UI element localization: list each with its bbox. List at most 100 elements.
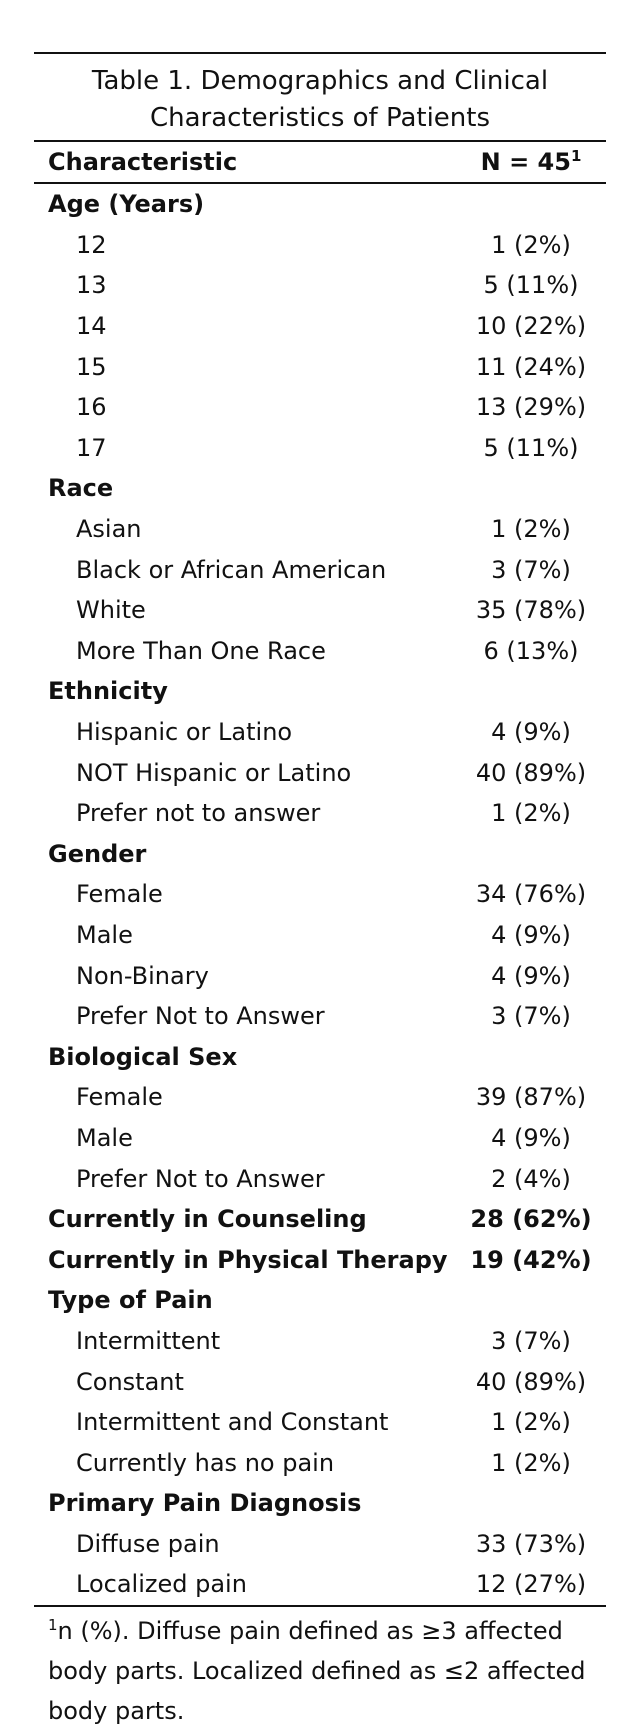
table-row: Male 4 (9%) — [34, 1118, 606, 1159]
table-group-row: Biological Sex — [34, 1036, 606, 1077]
table-title: Table 1. Demographics and Clinical Chara… — [34, 54, 606, 140]
row-label: Asian — [76, 515, 142, 544]
row-value: 5 (11%) — [483, 433, 579, 462]
row-value: 3 (7%) — [491, 555, 571, 584]
row-label: 13 — [76, 271, 107, 300]
row-label: Male — [76, 1123, 133, 1152]
table-title-line-2: Characteristics of Patients — [149, 103, 491, 133]
row-label: White — [76, 596, 146, 625]
footnote-text: n (%). Diffuse pain defined as ≥3 affect… — [48, 1616, 586, 1725]
table-row: 12 1 (2%) — [34, 225, 606, 266]
row-label: Intermittent and Constant — [76, 1408, 389, 1437]
column-header-characteristic: Characteristic — [48, 148, 238, 176]
row-label: Intermittent — [76, 1326, 221, 1355]
row-value: 4 (9%) — [491, 920, 571, 949]
row-label: Type of Pain — [48, 1286, 213, 1315]
row-value: 4 (9%) — [491, 718, 571, 747]
table-row: Localized pain 12 (27%) — [34, 1564, 606, 1605]
table-top-rule — [34, 52, 606, 54]
row-value: 1 (2%) — [491, 1448, 571, 1477]
row-label: NOT Hispanic or Latino — [76, 758, 352, 787]
table-row: Non-Binary 4 (9%) — [34, 955, 606, 996]
row-label: Gender — [48, 839, 147, 868]
row-value: 10 (22%) — [475, 312, 587, 341]
row-label: 12 — [76, 230, 107, 259]
row-label: Black or African American — [76, 555, 387, 584]
table-row: Male 4 (9%) — [34, 915, 606, 956]
table-row: 14 10 (22%) — [34, 306, 606, 347]
table-row: Intermittent and Constant 1 (2%) — [34, 1402, 606, 1443]
row-label: Currently has no pain — [76, 1448, 335, 1477]
row-label: 16 — [76, 393, 107, 422]
column-header-n-label: N = 45 — [480, 148, 571, 176]
row-label: Prefer Not to Answer — [76, 1002, 325, 1031]
table-row: 16 13 (29%) — [34, 387, 606, 428]
row-value: 5 (11%) — [483, 271, 579, 300]
table-header-row: Characteristic N = 451 — [34, 142, 606, 184]
table-row: 15 11 (24%) — [34, 346, 606, 387]
table-row: 13 5 (11%) — [34, 265, 606, 306]
row-value: 1 (2%) — [491, 1408, 571, 1437]
table-row: Diffuse pain 33 (73%) — [34, 1524, 606, 1565]
table-group-row: Age (Years) — [34, 184, 606, 225]
table-row: White 35 (78%) — [34, 590, 606, 631]
table-group-row: Primary Pain Diagnosis — [34, 1483, 606, 1524]
row-value: 1 (2%) — [491, 230, 571, 259]
row-label: Diffuse pain — [76, 1529, 220, 1558]
table-row: Constant 40 (89%) — [34, 1361, 606, 1402]
table-row: Female 34 (76%) — [34, 874, 606, 915]
table-row: Prefer not to answer 1 (2%) — [34, 793, 606, 834]
table-row: Prefer Not to Answer 3 (7%) — [34, 996, 606, 1037]
row-value: 11 (24%) — [475, 352, 587, 381]
row-value: 39 (87%) — [475, 1083, 587, 1112]
row-value: 19 (42%) — [470, 1245, 592, 1274]
row-value: 2 (4%) — [491, 1164, 571, 1193]
table-group-row: Currently in Counseling 28 (62%) — [34, 1199, 606, 1240]
row-label: 15 — [76, 352, 107, 381]
table-group-row: Currently in Physical Therapy 19 (42%) — [34, 1239, 606, 1280]
row-value: 34 (76%) — [475, 880, 587, 909]
row-value: 28 (62%) — [470, 1205, 592, 1234]
row-label: Currently in Counseling — [48, 1205, 367, 1234]
demographics-table: Table 1. Demographics and Clinical Chara… — [34, 52, 606, 1731]
row-label: Localized pain — [76, 1570, 247, 1599]
row-label: Male — [76, 920, 133, 949]
row-label: Ethnicity — [48, 677, 168, 706]
table-row: 17 5 (11%) — [34, 428, 606, 469]
table-row: Asian 1 (2%) — [34, 509, 606, 550]
row-label: Biological Sex — [48, 1042, 238, 1071]
row-label: Race — [48, 474, 114, 503]
row-label: Female — [76, 880, 163, 909]
row-value: 12 (27%) — [475, 1570, 587, 1599]
row-label: Female — [76, 1083, 163, 1112]
row-label: Currently in Physical Therapy — [48, 1245, 448, 1274]
table-body: Age (Years) 12 1 (2%) 13 5 (11%) 14 10 (22%) 15… — [34, 184, 606, 1605]
table-bottom-rule — [34, 1604, 606, 1607]
row-label: Age (Years) — [48, 190, 205, 219]
row-label: Prefer Not to Answer — [76, 1164, 325, 1193]
table-row: Currently has no pain 1 (2%) — [34, 1442, 606, 1483]
row-label: More Than One Race — [76, 636, 326, 665]
row-value: 1 (2%) — [491, 515, 571, 544]
table-header-rule — [34, 140, 606, 142]
row-value: 40 (89%) — [475, 758, 587, 787]
table-row: Hispanic or Latino 4 (9%) — [34, 712, 606, 753]
row-value: 40 (89%) — [475, 1367, 587, 1396]
row-label: 17 — [76, 433, 107, 462]
row-label: Hispanic or Latino — [76, 718, 293, 747]
table-row: Black or African American 3 (7%) — [34, 549, 606, 590]
column-header-n-footnote-marker: 1 — [570, 147, 582, 165]
row-value: 35 (78%) — [475, 596, 587, 625]
table-row: Intermittent 3 (7%) — [34, 1321, 606, 1362]
row-value: 1 (2%) — [491, 799, 571, 828]
row-value: 4 (9%) — [491, 961, 571, 990]
table-row: Female 39 (87%) — [34, 1077, 606, 1118]
table-title-line-1: Table 1. Demographics and Clinical — [91, 66, 549, 96]
row-label: Primary Pain Diagnosis — [48, 1489, 362, 1518]
table-row: NOT Hispanic or Latino 40 (89%) — [34, 752, 606, 793]
footnote-marker: 1 — [48, 1615, 58, 1634]
row-value: 4 (9%) — [491, 1123, 571, 1152]
table-group-row: Ethnicity — [34, 671, 606, 712]
row-value: 33 (73%) — [475, 1529, 587, 1558]
table-group-row: Type of Pain — [34, 1280, 606, 1321]
